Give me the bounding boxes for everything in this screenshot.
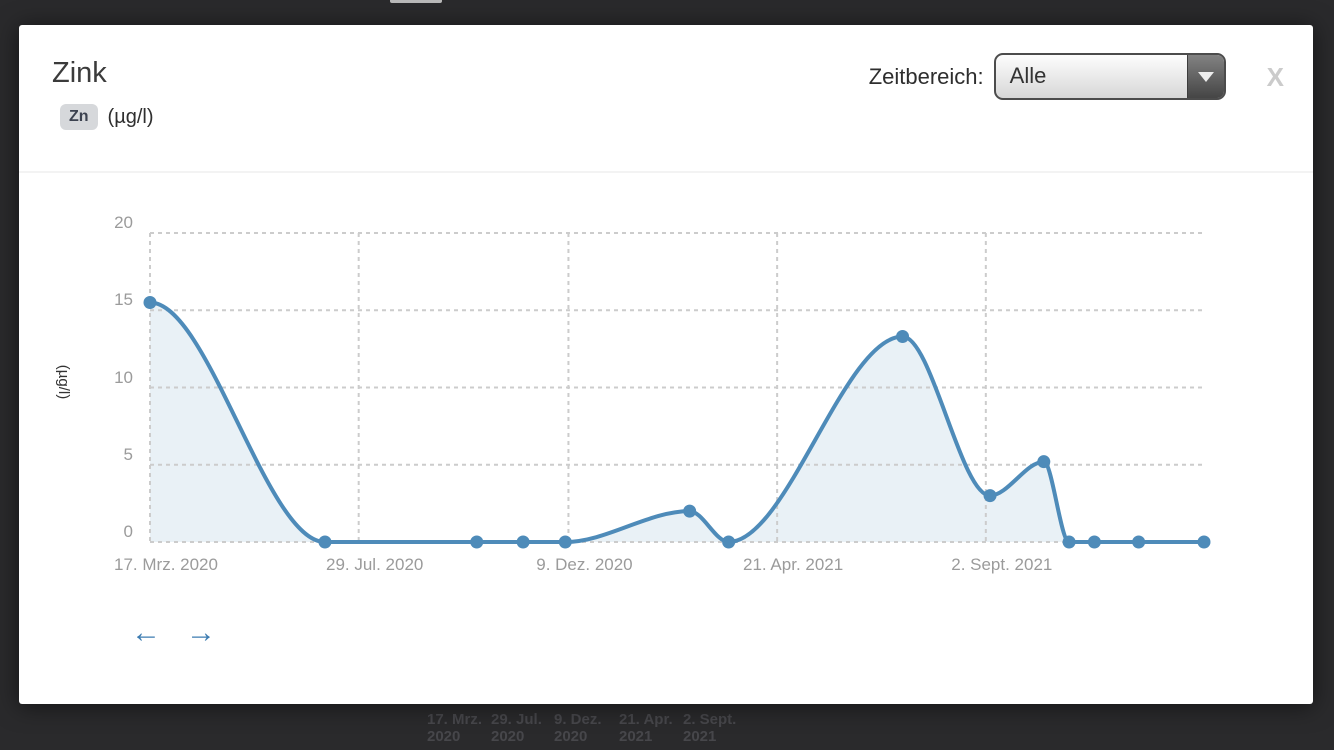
background-table-header: 9. Dez. 2020 (554, 711, 602, 745)
background-table-header: 29. Jul. 2020 (491, 711, 542, 745)
data-point-marker (318, 535, 332, 549)
close-button[interactable]: X (1266, 61, 1284, 92)
header-divider (19, 171, 1313, 173)
pan-right-button[interactable]: → (186, 616, 216, 649)
data-point-marker (1037, 455, 1051, 469)
y-tick-label: 20 (114, 213, 133, 232)
dialog-controls: Zeitbereich: Alle X (869, 53, 1284, 100)
data-point-marker (1087, 535, 1101, 549)
zink-line-chart: (µg/l) ← → 0 5 10 15 20 17. Mrz. 2020 29. Jul.… (19, 25, 1313, 704)
data-point-marker (1062, 535, 1076, 549)
element-symbol-badge: Zn (60, 104, 98, 130)
chart-pan-controls: ← → (131, 617, 216, 649)
x-tick-label: 9. Dez. 2020 (536, 555, 633, 574)
data-point-marker (896, 330, 910, 344)
series-fill-area (150, 302, 1204, 542)
time-range-label: Zeitbereich: (868, 63, 984, 89)
data-point-marker (1132, 535, 1146, 549)
x-tick-label: 2. Sept. 2021 (951, 555, 1053, 574)
data-point-marker (558, 535, 572, 549)
y-tick-label: 10 (114, 367, 133, 387)
time-range-select[interactable]: Alle (993, 53, 1226, 100)
dialog-title: Zink (52, 57, 107, 89)
data-point-marker (722, 535, 736, 549)
data-point-marker (983, 489, 997, 503)
data-point-marker (1197, 535, 1211, 549)
data-point-marker (683, 504, 697, 518)
data-point-marker (516, 535, 530, 549)
chevron-down-icon[interactable] (1186, 55, 1224, 98)
pan-left-button[interactable]: ← (131, 616, 161, 649)
unit-label: (µg/l) (107, 105, 154, 128)
background-page-fragment (390, 0, 442, 3)
parameter-info: Zn (µg/l) (60, 104, 154, 130)
y-tick-label: 0 (123, 522, 133, 541)
data-point-marker (143, 296, 157, 310)
y-axis-title: (µg/l) (55, 364, 72, 400)
data-point-marker (470, 535, 484, 549)
background-table-header: 17. Mrz. 2020 (427, 711, 483, 745)
x-tick-label: 21. Apr. 2021 (743, 555, 844, 574)
time-range-selected-value: Alle (1009, 63, 1047, 88)
background-table-header: 21. Apr. 2021 (619, 711, 673, 745)
background-table-header: 2. Sept. 2021 (683, 711, 737, 745)
x-tick-label: 17. Mrz. 2020 (114, 555, 218, 574)
y-tick-label: 5 (123, 444, 133, 464)
chart-plot-area[interactable] (150, 233, 1204, 542)
zink-chart-dialog: Zink Zn (µg/l) Zeitbereich: Alle X (µg/l… (19, 25, 1313, 704)
background-table-headers: 17. Mrz. 2020 29. Jul. 2020 9. Dez. 2020 21. A… (0, 711, 1334, 750)
y-tick-label: 15 (114, 290, 133, 310)
x-tick-label: 29. Jul. 2020 (326, 555, 424, 574)
